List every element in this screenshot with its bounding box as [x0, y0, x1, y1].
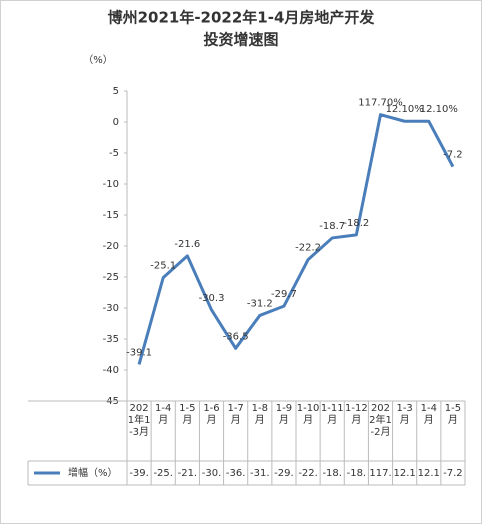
table-value: -30. [202, 468, 222, 479]
x-tick-label: 1-6月 [203, 403, 220, 426]
x-tick-label: 1-7月 [227, 403, 244, 426]
y-tick-label: -25 [103, 272, 119, 283]
table-value: -39. [129, 468, 149, 479]
x-category: 2021年1-3月 [127, 403, 151, 438]
data-label: -39.1 [126, 347, 152, 358]
data-label: -18.2 [343, 218, 369, 229]
data-label: -31.2 [247, 298, 273, 309]
table-value: -31. [250, 468, 270, 479]
x-category: 1-7月 [227, 403, 244, 426]
table-value: -25. [153, 468, 173, 479]
table-value: -21. [178, 468, 198, 479]
y-tick-label: 0 [113, 117, 119, 128]
x-category: 1-11月 [320, 403, 344, 426]
y-tick-label: -20 [103, 241, 119, 252]
x-tick-label: 1-3月 [396, 403, 413, 426]
table-value: 12.1 [394, 468, 416, 479]
table-value: 117. [369, 468, 391, 479]
x-tick-label: 1-4月 [155, 403, 172, 426]
x-tick-label: 1-11月 [320, 403, 344, 426]
x-category: 1-5月 [179, 403, 196, 426]
x-tick-label: 1-5月 [444, 403, 462, 426]
data-label: 12.10% [420, 104, 458, 115]
data-label: -29.7 [271, 289, 297, 300]
data-label: -22.2 [295, 243, 321, 254]
table-value: -7.2 [443, 468, 463, 479]
y-tick-label: 5 [113, 86, 119, 97]
y-tick-label: -35 [103, 334, 119, 345]
x-tick-label: 1-12月 [345, 403, 368, 426]
table-value: -36. [226, 468, 246, 479]
data-label: 117.70% [358, 98, 403, 109]
x-category: 1-4月 [155, 403, 172, 426]
data-label: 12.10% [386, 104, 424, 115]
table-value: -18. [322, 468, 342, 479]
x-tick-label: 1-10月 [296, 403, 320, 426]
chart-title: 博州2021年-2022年1-4月房地产开发 [108, 9, 376, 27]
series-line [137, 113, 455, 365]
x-category: 2022年1-2月 [369, 403, 392, 438]
x-tick-label: 2021年1-3月 [127, 403, 151, 438]
x-tick-label: 1-9月 [275, 403, 293, 426]
data-label: -25.1 [150, 261, 176, 272]
data-label: -30.3 [199, 293, 225, 304]
data-label: -21.6 [174, 239, 200, 250]
y-tick-label: -30 [103, 303, 119, 314]
y-tick-label: -10 [103, 179, 119, 190]
chart-subtitle: 投资增速图 [203, 31, 278, 49]
x-tick-label: 2022年1-2月 [369, 403, 392, 438]
data-label: -7.2 [443, 150, 463, 161]
x-tick-label: 1-5月 [179, 403, 196, 426]
x-category: 1-5月 [444, 403, 462, 426]
y-tick-label: -15 [103, 210, 119, 221]
y-tick-label: -5 [109, 148, 119, 159]
x-category: 1-10月 [296, 403, 320, 426]
x-tick-label: 1-8月 [251, 403, 268, 426]
data-label: -36.5 [223, 331, 249, 342]
table-value: -29. [274, 468, 294, 479]
x-category: 1-8月 [251, 403, 268, 426]
y-axis-label: （%） [83, 54, 113, 66]
table-value: -18. [347, 468, 367, 479]
table-value: 12.1 [418, 468, 440, 479]
x-category: 1-3月 [396, 403, 413, 426]
table-value: -22. [298, 468, 318, 479]
legend-label: 增幅（%） [68, 466, 118, 479]
y-tick-label: -40 [103, 365, 119, 376]
x-category: 1-9月 [275, 403, 293, 426]
x-category: 1-12月 [345, 403, 368, 426]
x-category: 1-6月 [203, 403, 220, 426]
x-tick-label: 1-4月 [420, 403, 437, 426]
x-category: 1-4月 [420, 403, 437, 426]
data-label: -18.7 [319, 221, 345, 232]
